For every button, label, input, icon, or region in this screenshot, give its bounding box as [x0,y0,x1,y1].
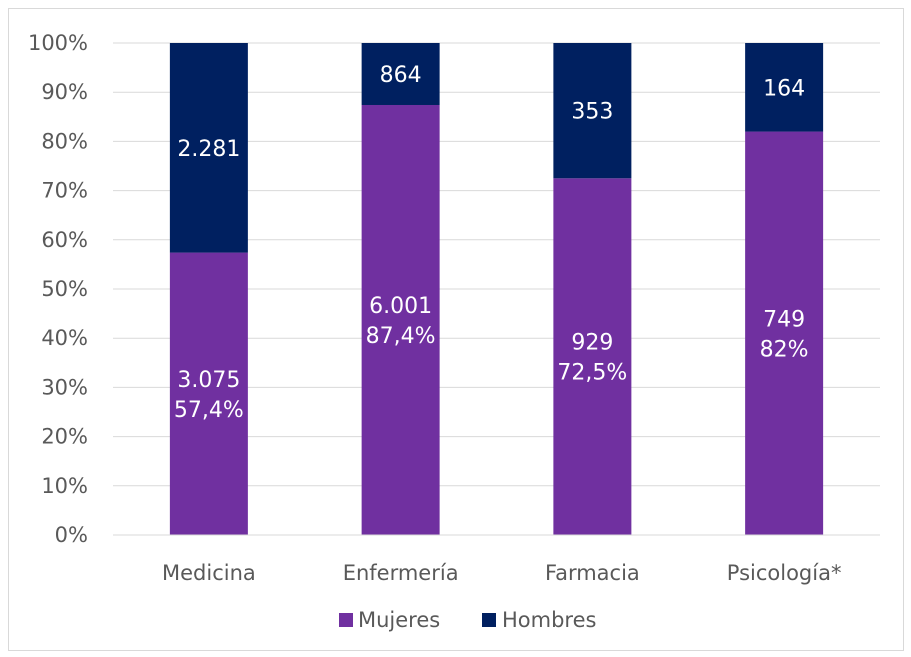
y-tick-label: 10% [41,474,88,498]
y-tick-label: 40% [41,326,88,350]
data-label-hombres: 864 [380,63,422,88]
bar-mujeres[interactable] [170,253,248,535]
data-label-hombres: 353 [571,100,613,125]
bar-mujeres[interactable] [745,132,823,535]
legend-swatch-mujeres [339,613,353,627]
data-label-mujeres: 87,4% [366,324,436,349]
x-category-label: Enfermería [343,561,459,585]
y-tick-label: 30% [41,375,88,399]
y-tick-label: 100% [28,31,88,55]
y-tick-label: 90% [41,80,88,104]
x-category-label: Psicología* [727,561,842,585]
y-tick-label: 0% [55,523,88,547]
data-label-mujeres: 57,4% [174,398,244,423]
y-tick-label: 80% [41,129,88,153]
y-tick-label: 20% [41,425,88,449]
data-label-hombres: 2.281 [177,137,240,162]
data-label-mujeres: 82% [760,337,809,362]
data-label-mujeres: 3.075 [177,368,240,393]
legend-label-hombres: Hombres [502,608,596,632]
bar-mujeres[interactable] [362,105,440,535]
y-tick-label: 50% [41,277,88,301]
y-tick-label: 70% [41,179,88,203]
data-label-hombres: 164 [763,76,805,101]
y-tick-label: 60% [41,228,88,252]
data-label-mujeres: 72,5% [557,361,627,386]
data-label-mujeres: 929 [571,331,613,356]
legend-label-mujeres: Mujeres [358,608,440,632]
data-label-mujeres: 6.001 [369,294,432,319]
legend-swatch-hombres [482,613,496,627]
bar-mujeres[interactable] [553,178,631,535]
data-label-mujeres: 749 [763,307,805,332]
x-category-label: Medicina [162,561,256,585]
x-category-label: Farmacia [545,561,640,585]
